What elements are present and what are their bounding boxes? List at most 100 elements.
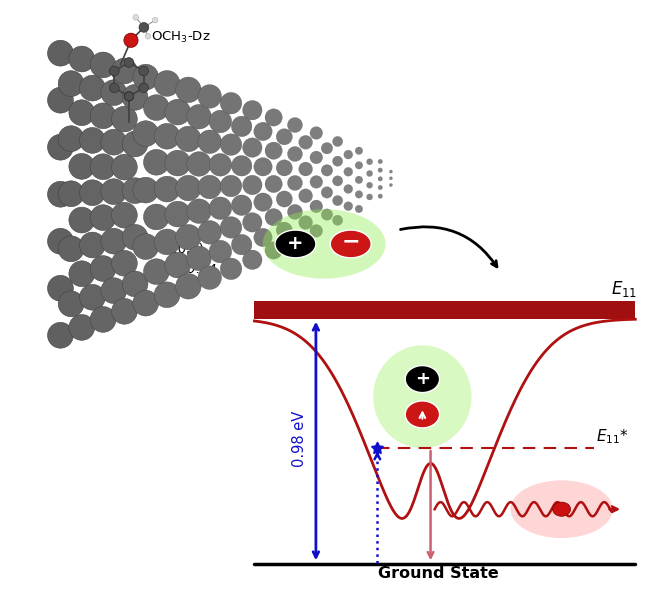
Circle shape [79,232,105,258]
Circle shape [209,154,231,176]
Circle shape [367,194,372,200]
Circle shape [152,17,158,23]
Circle shape [242,176,262,195]
Circle shape [265,242,282,259]
Circle shape [220,258,242,280]
Circle shape [389,183,393,187]
Circle shape [101,228,127,254]
Circle shape [124,33,138,48]
Circle shape [378,168,382,173]
Circle shape [139,66,148,76]
Circle shape [287,204,302,220]
Circle shape [333,136,343,146]
Circle shape [310,127,322,139]
Circle shape [242,101,262,120]
Text: $E_{11}$: $E_{11}$ [611,278,638,299]
Circle shape [321,165,333,176]
Circle shape [176,274,201,299]
Circle shape [198,84,222,108]
Circle shape [198,266,222,289]
Circle shape [69,46,95,72]
Circle shape [112,299,137,324]
Circle shape [154,229,180,255]
Circle shape [265,176,282,193]
Circle shape [47,181,73,207]
Circle shape [231,155,252,176]
Circle shape [321,142,333,154]
Circle shape [122,224,148,250]
Text: $D$ = 0.94 nm: $D$ = 0.94 nm [157,263,243,275]
Circle shape [299,162,313,176]
Circle shape [145,33,151,39]
Circle shape [47,87,73,113]
Circle shape [231,195,252,215]
Circle shape [144,149,169,175]
Circle shape [47,134,73,160]
Circle shape [344,167,353,176]
Circle shape [355,176,363,184]
Circle shape [389,177,393,180]
Circle shape [310,224,322,237]
Circle shape [165,99,190,125]
Circle shape [144,95,169,121]
Circle shape [154,176,180,202]
Circle shape [321,187,333,198]
Circle shape [133,234,159,259]
Circle shape [187,105,211,129]
Circle shape [321,209,333,220]
Circle shape [133,121,159,146]
Circle shape [242,138,262,157]
Circle shape [299,136,313,149]
Circle shape [333,156,343,166]
Circle shape [220,176,242,197]
Circle shape [101,178,127,205]
Circle shape [79,75,105,101]
Circle shape [367,159,372,165]
Circle shape [125,92,133,101]
Circle shape [310,200,322,213]
Circle shape [276,129,292,145]
Circle shape [344,184,353,193]
Circle shape [405,365,439,393]
Circle shape [220,92,242,114]
Circle shape [122,131,148,157]
FancyBboxPatch shape [255,301,635,319]
Circle shape [198,130,222,154]
Circle shape [220,217,242,238]
Text: $E_{11}$*: $E_{11}$* [597,427,629,446]
Circle shape [124,92,134,101]
Text: −: − [341,231,360,252]
Circle shape [133,290,159,316]
Circle shape [112,106,137,132]
Circle shape [58,291,84,317]
Circle shape [344,150,353,159]
Circle shape [287,233,302,248]
Circle shape [242,250,262,270]
Circle shape [109,83,119,93]
Circle shape [198,176,222,199]
Circle shape [58,71,84,96]
Text: 0.98 eV: 0.98 eV [292,411,307,466]
Circle shape [265,109,282,126]
Circle shape [275,230,316,258]
Circle shape [122,271,148,297]
Circle shape [144,259,169,284]
Circle shape [287,117,302,133]
Circle shape [112,58,137,84]
Circle shape [176,77,201,102]
Circle shape [265,142,282,159]
Circle shape [265,209,282,226]
Circle shape [154,282,180,308]
Circle shape [254,123,272,140]
Circle shape [69,154,95,179]
Circle shape [101,129,127,155]
Text: Ground State: Ground State [378,565,499,581]
Circle shape [209,240,231,263]
Text: (10,3): (10,3) [165,243,205,256]
Circle shape [101,80,127,105]
Circle shape [69,207,95,233]
Circle shape [154,71,180,96]
Circle shape [287,146,302,161]
Circle shape [122,84,148,110]
Circle shape [310,151,322,164]
